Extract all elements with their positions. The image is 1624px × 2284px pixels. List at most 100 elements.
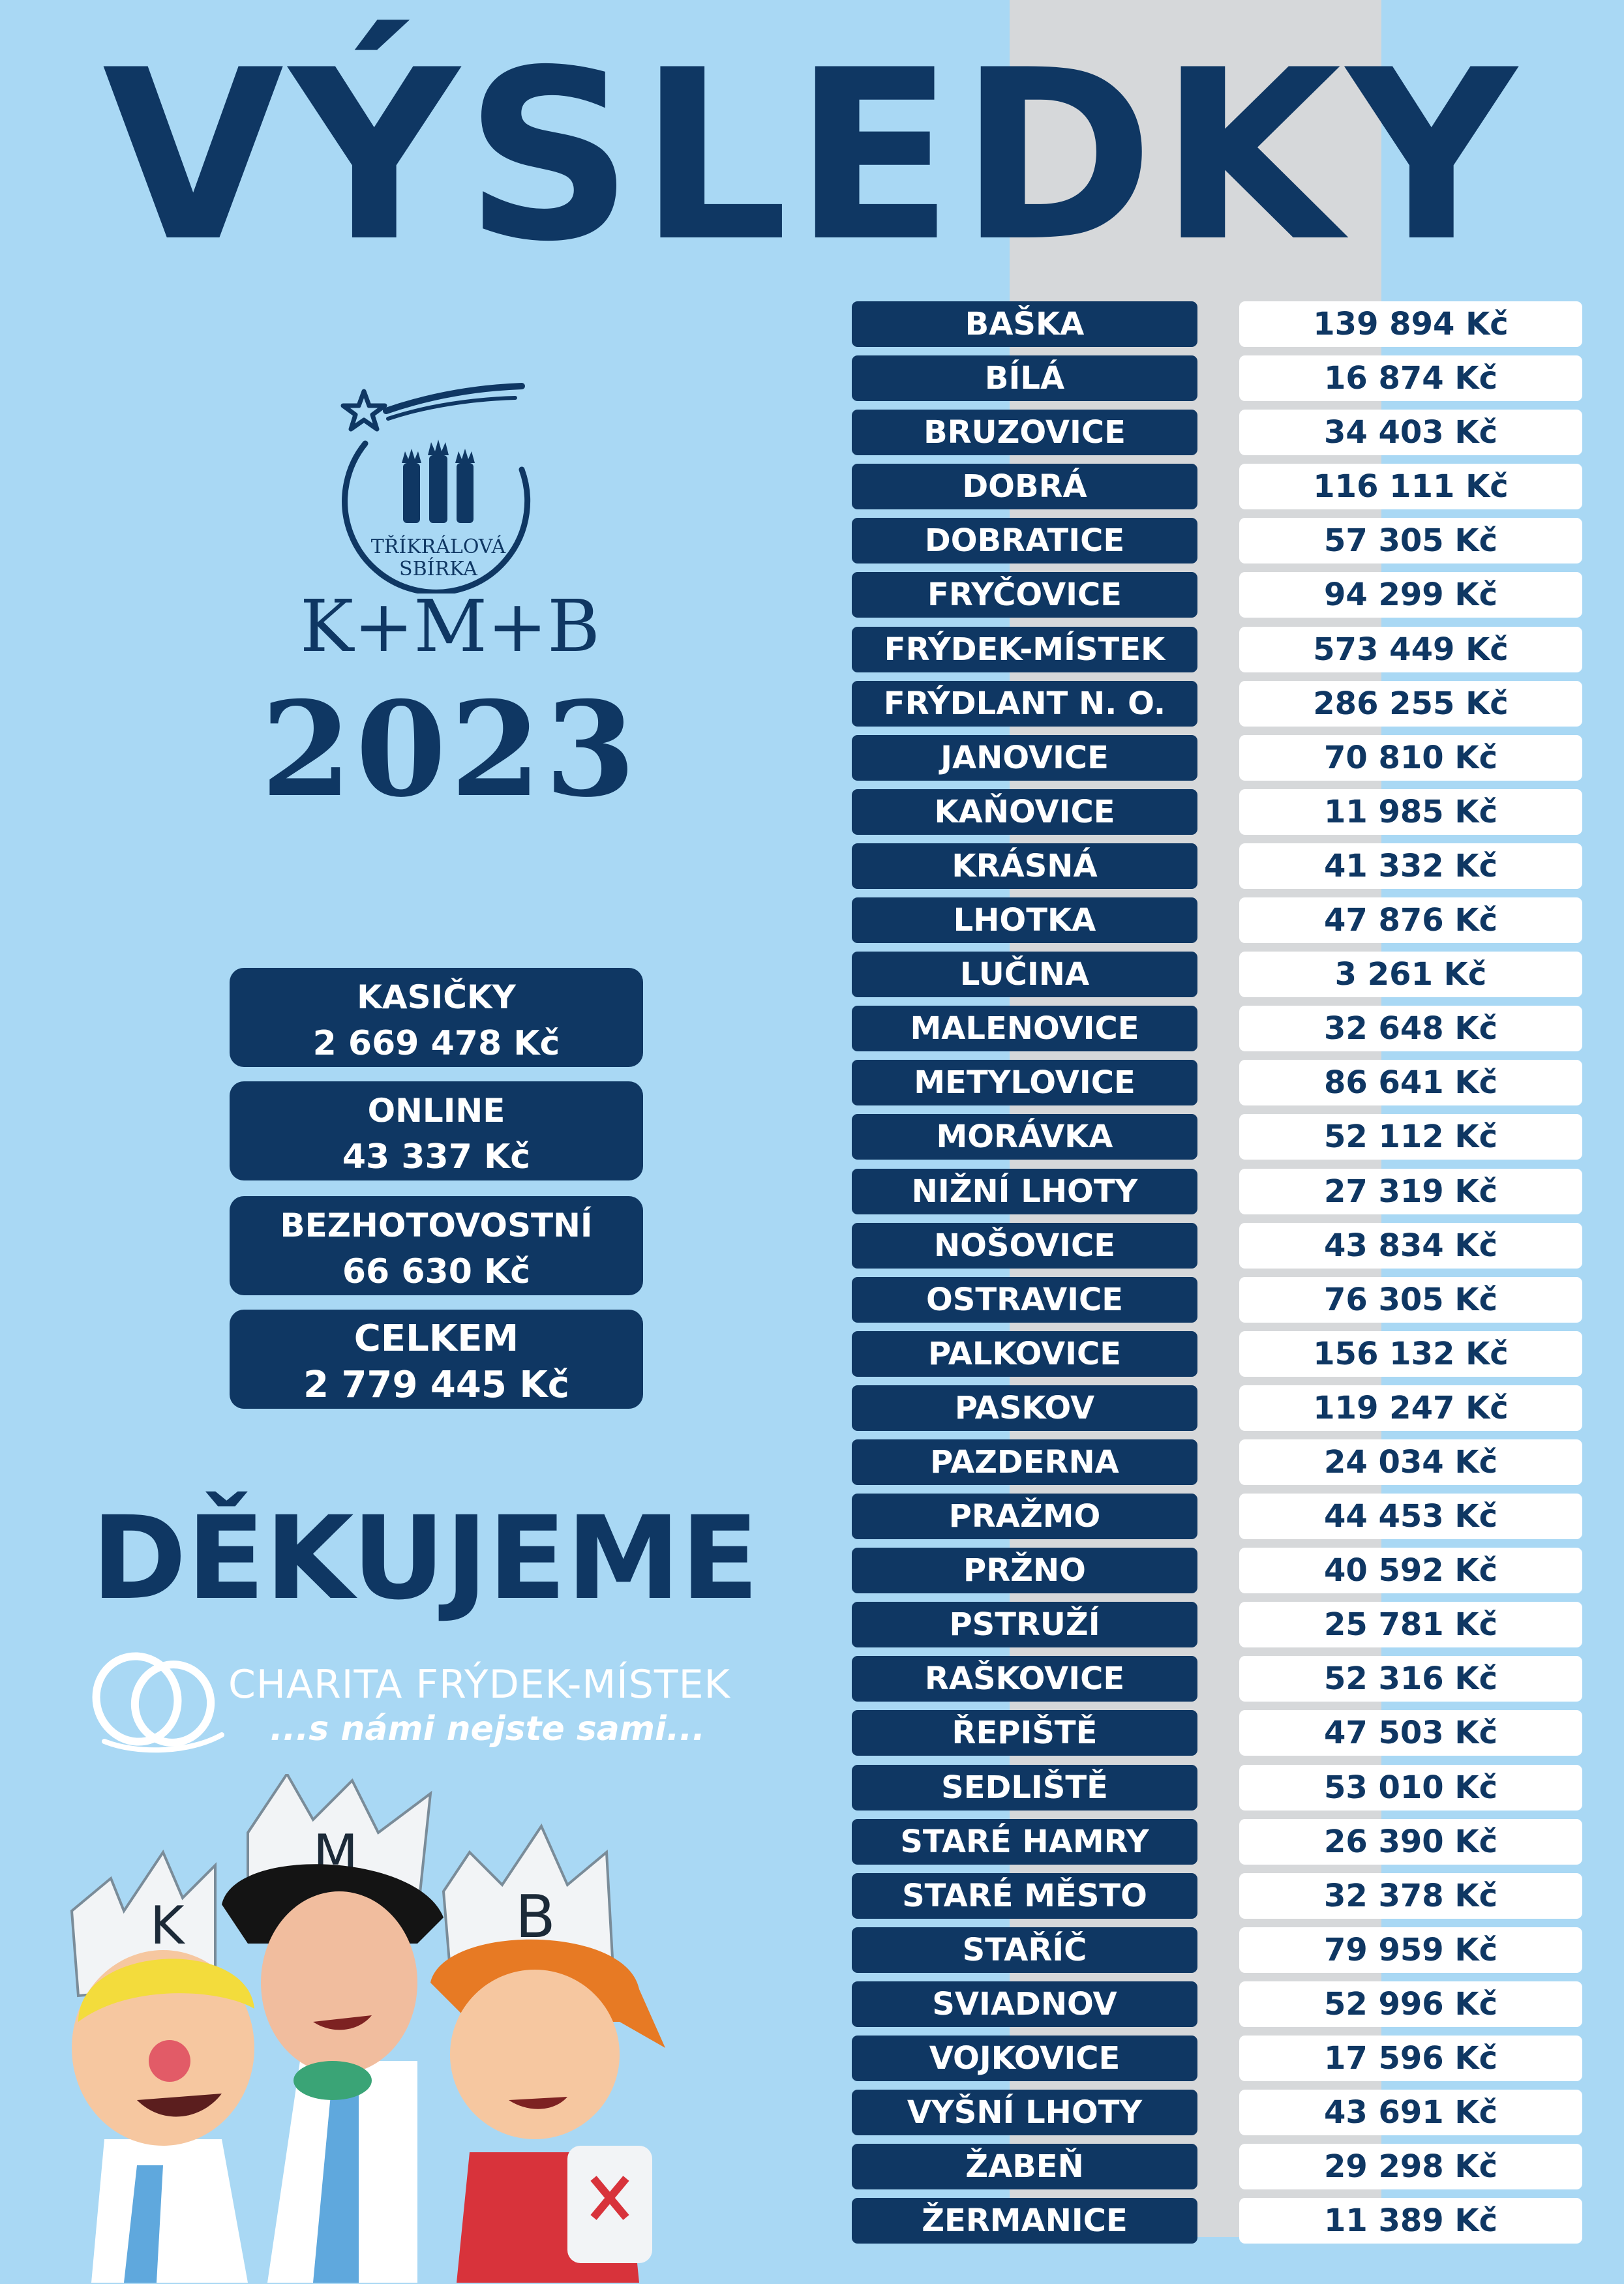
king-k-figure: K bbox=[70, 1849, 254, 2283]
collected-amount: 11 985 Kč bbox=[1239, 789, 1582, 835]
collected-amount: 43 691 Kč bbox=[1239, 2090, 1582, 2136]
collected-amount: 32 378 Kč bbox=[1239, 1872, 1582, 1919]
result-row: STAŘÍČ 79 959 Kč bbox=[852, 1927, 1582, 1981]
summary-value: 66 630 Kč bbox=[342, 1252, 531, 1291]
municipality-name: BAŠKA bbox=[852, 301, 1197, 347]
result-row: FRÝDLANT N. O. 286 255 Kč bbox=[852, 680, 1582, 735]
collected-amount: 40 592 Kč bbox=[1239, 1548, 1582, 1594]
result-row: ŽABEŇ 29 298 Kč bbox=[852, 2144, 1582, 2198]
summary-value: 43 337 Kč bbox=[342, 1137, 531, 1177]
result-row: MORÁVKA 52 112 Kč bbox=[852, 1114, 1582, 1168]
collected-amount: 573 449 Kč bbox=[1239, 626, 1582, 672]
collected-amount: 86 641 Kč bbox=[1239, 1060, 1582, 1106]
result-row: SVIADNOV 52 996 Kč bbox=[852, 1981, 1582, 2036]
result-row: FRÝDEK-MÍSTEK 573 449 Kč bbox=[852, 626, 1582, 681]
municipality-name: VYŠNÍ LHOTY bbox=[852, 2090, 1197, 2136]
municipality-name: PASKOV bbox=[852, 1385, 1197, 1431]
municipality-name: FRÝDLANT N. O. bbox=[852, 680, 1197, 727]
results-table: BAŠKA 139 894 Kč BÍLÁ 16 874 Kč BRUZOVICE 34 … bbox=[852, 301, 1582, 2252]
collected-amount: 16 874 Kč bbox=[1239, 355, 1582, 402]
municipality-name: PRŽNO bbox=[852, 1548, 1197, 1594]
collected-amount: 52 316 Kč bbox=[1239, 1656, 1582, 1702]
result-row: ŘEPIŠTĚ 47 503 Kč bbox=[852, 1710, 1582, 1764]
result-row: LHOTKA 47 876 Kč bbox=[852, 897, 1582, 952]
charity-name: CHARITA FRÝDEK-MÍSTEK bbox=[228, 1662, 730, 1707]
background-stripe-end bbox=[1010, 2237, 1381, 2284]
collected-amount: 27 319 Kč bbox=[1239, 1168, 1582, 1214]
municipality-name: BÍLÁ bbox=[852, 355, 1197, 402]
thanks-heading: DĚKUJEME bbox=[91, 1492, 759, 1625]
municipality-name: ŽABEŇ bbox=[852, 2144, 1197, 2190]
collected-amount: 116 111 Kč bbox=[1239, 464, 1582, 510]
collected-amount: 52 996 Kč bbox=[1239, 1981, 1582, 2027]
collected-amount: 34 403 Kč bbox=[1239, 410, 1582, 456]
result-row: ŽERMANICE 11 389 Kč bbox=[852, 2198, 1582, 2252]
municipality-name: DOBRATICE bbox=[852, 518, 1197, 564]
collected-amount: 25 781 Kč bbox=[1239, 1602, 1582, 1648]
municipality-name: NOŠOVICE bbox=[852, 1222, 1197, 1269]
collected-amount: 76 305 Kč bbox=[1239, 1276, 1582, 1323]
municipality-name: FRÝDEK-MÍSTEK bbox=[852, 626, 1197, 672]
page-title: VÝSLEDKY bbox=[102, 20, 1522, 293]
result-row: KAŇOVICE 11 985 Kč bbox=[852, 789, 1582, 843]
three-kings-illustration: K M B bbox=[70, 1774, 665, 2283]
crown-letter-k: K bbox=[150, 1895, 186, 1956]
result-row: NIŽNÍ LHOTY 27 319 Kč bbox=[852, 1168, 1582, 1223]
municipality-name: STAŘÍČ bbox=[852, 1927, 1197, 1973]
collected-amount: 44 453 Kč bbox=[1239, 1494, 1582, 1540]
summary-box-bezhotovostni: BEZHOTOVOSTNÍ 66 630 Kč bbox=[230, 1196, 643, 1295]
result-row: PRŽNO 40 592 Kč bbox=[852, 1548, 1582, 1602]
summary-box-online: ONLINE 43 337 Kč bbox=[230, 1081, 643, 1180]
result-row: OSTRAVICE 76 305 Kč bbox=[852, 1276, 1582, 1331]
collected-amount: 286 255 Kč bbox=[1239, 680, 1582, 727]
municipality-name: PALKOVICE bbox=[852, 1330, 1197, 1377]
municipality-name: JANOVICE bbox=[852, 734, 1197, 781]
collected-amount: 32 648 Kč bbox=[1239, 1006, 1582, 1052]
summary-label: KASIČKY bbox=[357, 978, 516, 1016]
comet-star-icon bbox=[340, 383, 525, 432]
result-row: STARÉ HAMRY 26 390 Kč bbox=[852, 1818, 1582, 1873]
result-row: DOBRÁ 116 111 Kč bbox=[852, 464, 1582, 518]
year-label: 2023 bbox=[261, 673, 640, 826]
trikralova-sbirka-logo: TŘÍKRÁLOVÁ SBÍRKA bbox=[340, 383, 531, 594]
result-row: BÍLÁ 16 874 Kč bbox=[852, 355, 1582, 410]
result-row: FRYČOVICE 94 299 Kč bbox=[852, 572, 1582, 626]
result-row: SEDLIŠTĚ 53 010 Kč bbox=[852, 1764, 1582, 1819]
result-row: STARÉ MĚSTO 32 378 Kč bbox=[852, 1872, 1582, 1927]
municipality-name: ŘEPIŠTĚ bbox=[852, 1710, 1197, 1756]
summary-label: CELKEM bbox=[353, 1317, 519, 1360]
charity-rings-icon bbox=[92, 1652, 224, 1753]
municipality-name: BRUZOVICE bbox=[852, 410, 1197, 456]
municipality-name: DOBRÁ bbox=[852, 464, 1197, 510]
logo-text-line1: TŘÍKRÁLOVÁ bbox=[371, 535, 506, 558]
municipality-name: NIŽNÍ LHOTY bbox=[852, 1168, 1197, 1214]
municipality-name: PSTRUŽÍ bbox=[852, 1602, 1197, 1648]
municipality-name: RAŠKOVICE bbox=[852, 1656, 1197, 1702]
collected-amount: 11 389 Kč bbox=[1239, 2198, 1582, 2244]
result-row: PSTRUŽÍ 25 781 Kč bbox=[852, 1602, 1582, 1656]
municipality-name: SEDLIŠTĚ bbox=[852, 1764, 1197, 1811]
municipality-name: KAŇOVICE bbox=[852, 789, 1197, 835]
logo-text-line2: SBÍRKA bbox=[399, 557, 477, 580]
municipality-name: LHOTKA bbox=[852, 897, 1197, 944]
collected-amount: 70 810 Kč bbox=[1239, 734, 1582, 781]
king-m-figure: M bbox=[222, 1774, 444, 2283]
municipality-name: STARÉ MĚSTO bbox=[852, 1872, 1197, 1919]
municipality-name: KRÁSNÁ bbox=[852, 843, 1197, 889]
collected-amount: 52 112 Kč bbox=[1239, 1114, 1582, 1160]
collected-amount: 43 834 Kč bbox=[1239, 1222, 1582, 1269]
municipality-name: METYLOVICE bbox=[852, 1060, 1197, 1106]
result-row: BAŠKA 139 894 Kč bbox=[852, 301, 1582, 355]
collected-amount: 156 132 Kč bbox=[1239, 1330, 1582, 1377]
summary-value: 2 779 445 Kč bbox=[303, 1364, 569, 1406]
municipality-name: ŽERMANICE bbox=[852, 2198, 1197, 2244]
municipality-name: MALENOVICE bbox=[852, 1006, 1197, 1052]
collected-amount: 47 503 Kč bbox=[1239, 1710, 1582, 1756]
municipality-name: LUČINA bbox=[852, 952, 1197, 998]
municipality-name: SVIADNOV bbox=[852, 1981, 1197, 2027]
result-row: DOBRATICE 57 305 Kč bbox=[852, 518, 1582, 572]
municipality-name: VOJKOVICE bbox=[852, 2036, 1197, 2081]
summary-value: 2 669 478 Kč bbox=[312, 1024, 560, 1063]
summary-box-celkem: CELKEM 2 779 445 Kč bbox=[230, 1310, 643, 1409]
summary-label: ONLINE bbox=[367, 1092, 505, 1130]
